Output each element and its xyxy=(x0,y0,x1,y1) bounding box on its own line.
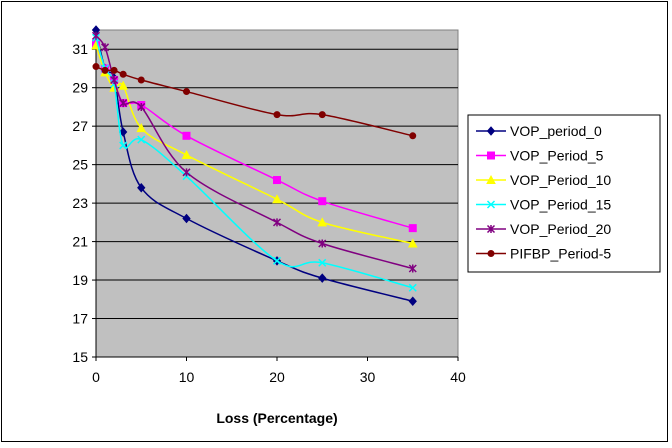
legend xyxy=(467,114,661,273)
series-VOP_Period_10 xyxy=(91,40,418,248)
legend-marker xyxy=(486,126,496,136)
legend-items: VOP_period_0 VOP_Period_5 VOP_Period_10 VOP… xyxy=(476,123,611,262)
data-point xyxy=(119,141,128,150)
legend-item: VOP_Period_20 xyxy=(476,221,611,237)
data-point xyxy=(318,273,327,283)
legend-marker xyxy=(487,250,495,257)
x-axis-label: Loss (Percentage) xyxy=(216,410,337,426)
data-point xyxy=(137,76,145,84)
data-point xyxy=(318,197,327,206)
data-point xyxy=(92,63,100,71)
x-tick-label: 30 xyxy=(360,369,376,385)
legend-label: VOP_Period_15 xyxy=(510,197,611,213)
data-point xyxy=(272,218,282,227)
y-tick-label: 21 xyxy=(72,234,88,250)
legend-label: VOP_Period_10 xyxy=(510,172,611,188)
data-point xyxy=(408,224,417,233)
data-point xyxy=(318,111,326,119)
data-point xyxy=(183,88,190,96)
data-point xyxy=(407,238,418,248)
data-point xyxy=(273,111,281,119)
data-point xyxy=(272,256,282,265)
data-point xyxy=(110,66,118,74)
data-point xyxy=(110,75,119,85)
legend-marker xyxy=(486,174,496,184)
line-chart: 15 17 19 21 23 25 27 29 31 0 10 20 30 40 Loss (Percen… xyxy=(72,25,661,426)
data-point xyxy=(101,66,109,74)
x-tick-label: 10 xyxy=(179,369,195,385)
y-tick-label: 27 xyxy=(72,118,88,134)
data-point xyxy=(182,131,191,140)
data-point xyxy=(137,135,146,144)
data-point xyxy=(181,149,192,160)
series-line xyxy=(95,37,413,289)
data-point xyxy=(408,283,417,292)
data-point xyxy=(273,176,281,185)
legend-marker xyxy=(486,200,496,209)
data-point xyxy=(408,296,417,306)
data-point xyxy=(409,132,417,140)
legend-item: VOP_Period_15 xyxy=(476,197,611,213)
y-tick-label: 23 xyxy=(72,195,88,211)
y-tick-label: 31 xyxy=(72,41,88,57)
y-tick-label: 29 xyxy=(72,80,88,96)
legend-label: VOP_Period_20 xyxy=(510,221,611,237)
grid-lines xyxy=(96,48,458,320)
series-PIFBP_Period-5 xyxy=(92,63,417,140)
series-line xyxy=(95,45,413,245)
legend-item: PIFBP_Period-5 xyxy=(476,246,611,262)
data-point xyxy=(318,239,327,248)
y-tick-label: 25 xyxy=(72,157,88,173)
data-point xyxy=(118,80,128,90)
data-point xyxy=(137,182,146,193)
data-point xyxy=(101,43,110,52)
x-tick-label: 20 xyxy=(269,369,285,385)
legend-item: VOP_period_0 xyxy=(476,123,602,139)
legend-marker xyxy=(487,151,495,160)
y-tick-label: 15 xyxy=(72,349,88,365)
data-point xyxy=(91,31,101,40)
data-point xyxy=(118,127,128,137)
x-tick-label: 40 xyxy=(450,369,466,385)
plot-area xyxy=(95,29,459,358)
series-layer xyxy=(91,25,418,306)
data-point xyxy=(317,217,328,227)
data-point xyxy=(408,264,417,273)
data-point xyxy=(272,194,282,204)
y-tick-label: 17 xyxy=(72,311,88,327)
chart-frame: 15 17 19 21 23 25 27 29 31 0 10 20 30 40 Loss (Percen… xyxy=(1,1,668,442)
legend-label: VOP_period_0 xyxy=(510,123,602,139)
legend-item: VOP_Period_10 xyxy=(476,172,611,188)
x-tick-label: 0 xyxy=(92,369,100,385)
series-line xyxy=(95,35,413,270)
data-point xyxy=(137,102,146,111)
data-point xyxy=(182,168,191,177)
data-point xyxy=(119,70,127,78)
legend-marker xyxy=(486,224,496,234)
series-VOP_Period_20 xyxy=(91,31,417,273)
data-point xyxy=(318,258,327,267)
data-point xyxy=(136,123,147,133)
legend-item: VOP_Period_5 xyxy=(476,148,604,164)
axes: 15 17 19 21 23 25 27 29 31 0 10 20 30 40 xyxy=(72,30,466,385)
legend-label: PIFBP_Period-5 xyxy=(510,246,611,262)
y-tick-label: 19 xyxy=(72,272,88,288)
legend-label: VOP_Period_5 xyxy=(510,148,604,164)
data-point xyxy=(119,99,128,108)
data-point xyxy=(182,213,191,224)
